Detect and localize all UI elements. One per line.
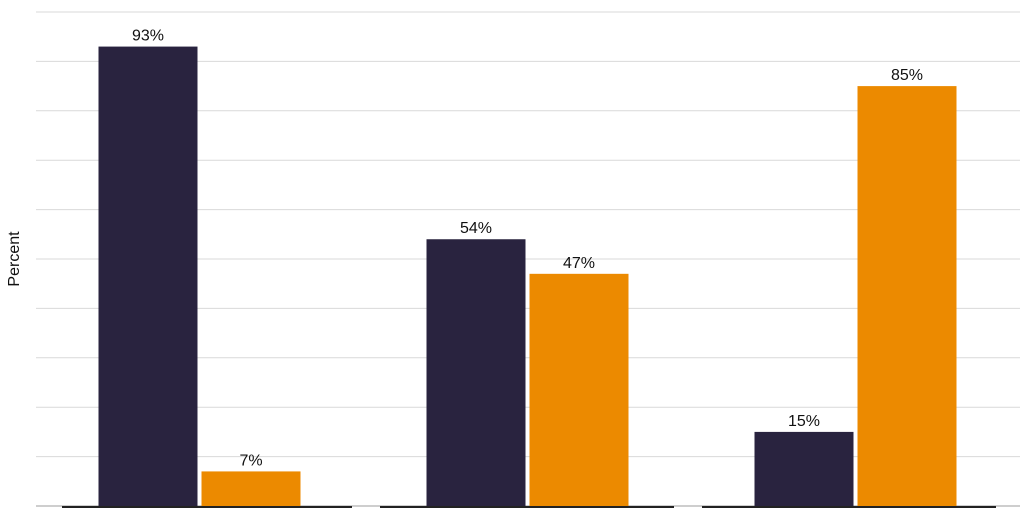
data-label-series-2-category-3: 85%	[891, 67, 923, 84]
bar-layer	[98, 46, 957, 507]
axis-layer	[36, 505, 1020, 508]
bar-series-1-category-1	[98, 46, 198, 507]
y-axis-label: Percent	[6, 231, 23, 287]
data-label-series-2-category-2: 47%	[563, 255, 595, 272]
bar-series-1-category-3	[754, 431, 854, 506]
bar-series-2-category-1	[201, 471, 301, 506]
data-label-series-1-category-1: 93%	[132, 28, 164, 45]
grid-layer	[36, 11, 1020, 458]
data-label-series-1-category-3: 15%	[788, 413, 820, 430]
bar-series-1-category-2	[426, 239, 526, 507]
bar-series-2-category-3	[857, 86, 957, 506]
data-label-series-1-category-2: 54%	[460, 220, 492, 237]
data-label-series-2-category-1: 7%	[239, 452, 262, 469]
label-layer: 93% 54% 15% 7% 47% 85%	[132, 28, 923, 470]
bar-series-2-category-2	[529, 273, 629, 506]
